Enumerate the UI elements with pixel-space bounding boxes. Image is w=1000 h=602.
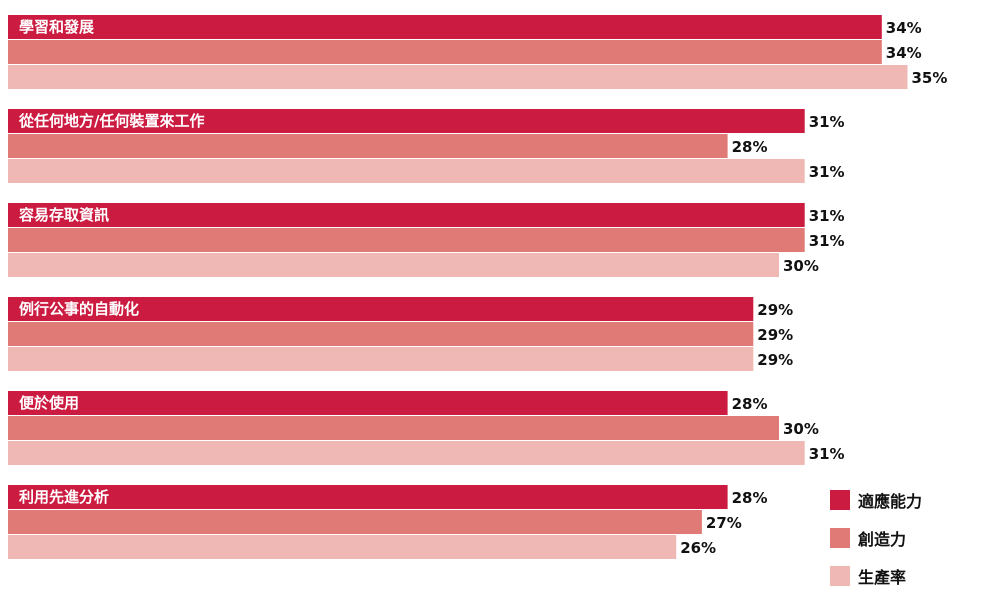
data-label: 31% [809,207,845,225]
category-label: 利用先進分析 [19,488,109,506]
category-label: 容易存取資訊 [18,206,109,224]
legend-item-adaptability: 適應能力 [830,488,990,512]
legend-label: 適應能力 [858,492,923,511]
data-label: 29% [757,301,793,319]
category-label: 便於使用 [19,394,79,412]
data-label: 35% [912,69,948,87]
data-label: 28% [732,489,768,507]
legend: 適應能力 創造力 生產率 [830,488,990,602]
bar [8,535,677,559]
data-label: 28% [732,138,768,156]
category-label: 學習和發展 [19,18,94,36]
bar [8,416,779,440]
data-label: 34% [886,44,922,62]
bar [8,228,805,252]
data-label: 27% [706,514,742,532]
legend-swatch [830,490,850,510]
legend-label: 生產率 [858,568,907,587]
bar [8,253,779,277]
category-label: 從任何地方/任何裝置來工作 [18,112,204,130]
bar [8,203,805,227]
bar [8,40,882,64]
legend-item-creativity: 創造力 [830,526,990,550]
bar [8,391,728,415]
bar [8,441,805,465]
data-label: 30% [783,257,819,275]
data-label: 29% [757,351,793,369]
category-label: 例行公事的自動化 [19,300,139,318]
data-label: 31% [809,113,845,131]
bar [8,134,728,158]
data-label: 31% [809,232,845,250]
bar [8,159,805,183]
data-label: 30% [783,420,819,438]
bar [8,15,882,39]
data-label: 31% [809,163,845,181]
legend-label: 創造力 [858,530,907,549]
legend-swatch [830,566,850,586]
bar [8,322,754,346]
bar [8,297,754,321]
legend-swatch [830,528,850,548]
bar [8,485,728,509]
data-label: 34% [886,19,922,37]
bar [8,347,754,371]
data-label: 26% [680,539,716,557]
data-label: 28% [732,395,768,413]
data-label: 29% [757,326,793,344]
legend-item-productivity: 生產率 [830,564,990,588]
bar [8,510,702,534]
data-label: 31% [809,445,845,463]
bar [8,65,908,89]
bar [8,109,805,133]
